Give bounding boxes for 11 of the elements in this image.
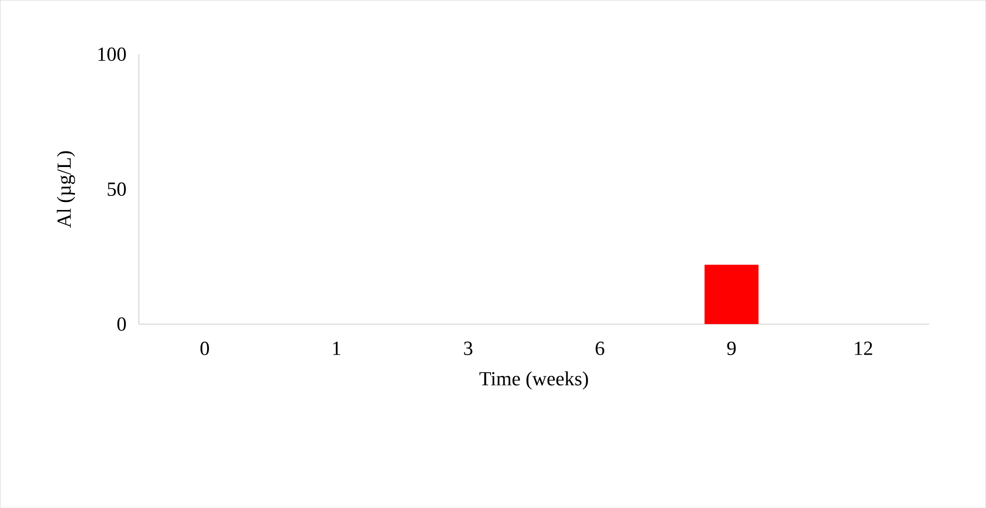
- x-tick-label: 12: [854, 342, 872, 355]
- y-tick-label: 100: [98, 47, 126, 61]
- x-tick-label: 6: [596, 342, 604, 355]
- y-tick-label: 50: [108, 182, 126, 196]
- x-axis-title: Time (weeks): [479, 371, 588, 390]
- y-tick-label: 0: [117, 317, 126, 331]
- x-tick-label: 0: [200, 342, 209, 356]
- y-axis-title: Al (µg/L): [56, 151, 76, 228]
- x-tick-label: 3: [464, 342, 472, 355]
- x-tick-label: 9: [727, 342, 736, 355]
- x-tick-label: 1: [333, 342, 340, 355]
